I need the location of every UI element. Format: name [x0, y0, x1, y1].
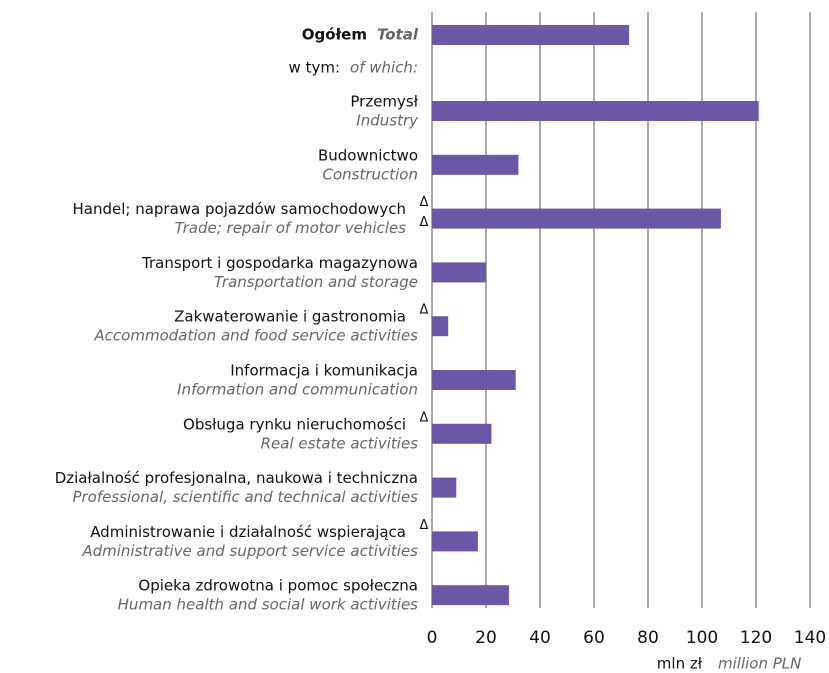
category-label: Handel; naprawa pojazdów samochodowych: [72, 200, 406, 218]
category-label: Transport i gospodarka magazynowa: [141, 254, 418, 272]
x-tick-label: 80: [637, 628, 659, 648]
x-tick-label: 20: [475, 628, 497, 648]
category-label-en: Transportation and storage: [214, 273, 418, 291]
x-axis-label-en: million PLN: [718, 655, 801, 673]
x-tick-label: 60: [583, 628, 605, 648]
category-label: Opieka zdrowotna i pomoc społeczna: [138, 577, 418, 595]
category-label: Zakwaterowanie i gastronomia: [174, 308, 406, 326]
note-symbol: Δ: [420, 303, 429, 318]
x-tick-label: 0: [427, 628, 438, 648]
category-label: Obsługa rynku nieruchomości: [183, 415, 406, 433]
category-label-en: Administrative and support service activ…: [81, 542, 418, 560]
category-label-en: of which:: [350, 59, 418, 77]
category-label: Administrowanie i działalność wspierając…: [90, 523, 406, 541]
bar: [432, 477, 457, 498]
category-label-en: Human health and social work activities: [118, 596, 419, 614]
bar: [432, 531, 478, 552]
bar: [432, 101, 759, 121]
category-label-en: Real estate activities: [261, 434, 419, 452]
x-tick-label: 40: [529, 628, 551, 648]
x-tick-label: 100: [686, 628, 718, 648]
category-label-en: Accommodation and food service activitie…: [93, 327, 418, 345]
bar: [432, 262, 486, 283]
bar: [432, 423, 492, 444]
note-symbol: Δ: [420, 410, 429, 425]
category-label: Budownictwo: [318, 146, 418, 164]
note-symbol: Δ: [420, 518, 429, 533]
category-label-en: Trade; repair of motor vehicles: [175, 219, 407, 237]
x-axis-label: mln zł: [657, 655, 703, 673]
category-label: w tym:: [289, 59, 340, 77]
bar: [432, 370, 516, 390]
bar: [432, 585, 509, 606]
category-label: Ogółem: [302, 26, 367, 44]
category-label-en: Information and communication: [177, 381, 418, 399]
bar: [432, 25, 630, 45]
category-label-en: Total: [377, 26, 419, 44]
category-label: Działalność profesjonalna, naukowa i tec…: [55, 469, 418, 487]
x-tick-label: 120: [740, 628, 772, 648]
note-symbol: Δ: [420, 195, 429, 210]
category-label: Informacja i komunikacja: [230, 362, 418, 380]
note-symbol: Δ: [420, 215, 429, 230]
bar: [432, 154, 519, 175]
category-label-en: Construction: [322, 165, 418, 183]
category-label-en: Professional, scientific and technical a…: [72, 488, 418, 506]
category-label: Przemysł: [350, 93, 418, 111]
bar: [432, 208, 721, 229]
category-label-en: Industry: [356, 112, 419, 130]
bar: [432, 316, 449, 337]
x-tick-label: 140: [794, 628, 826, 648]
